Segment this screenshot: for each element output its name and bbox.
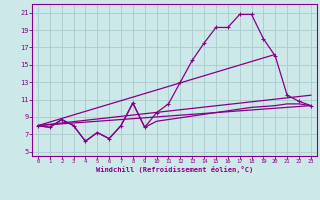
X-axis label: Windchill (Refroidissement éolien,°C): Windchill (Refroidissement éolien,°C) — [96, 166, 253, 173]
